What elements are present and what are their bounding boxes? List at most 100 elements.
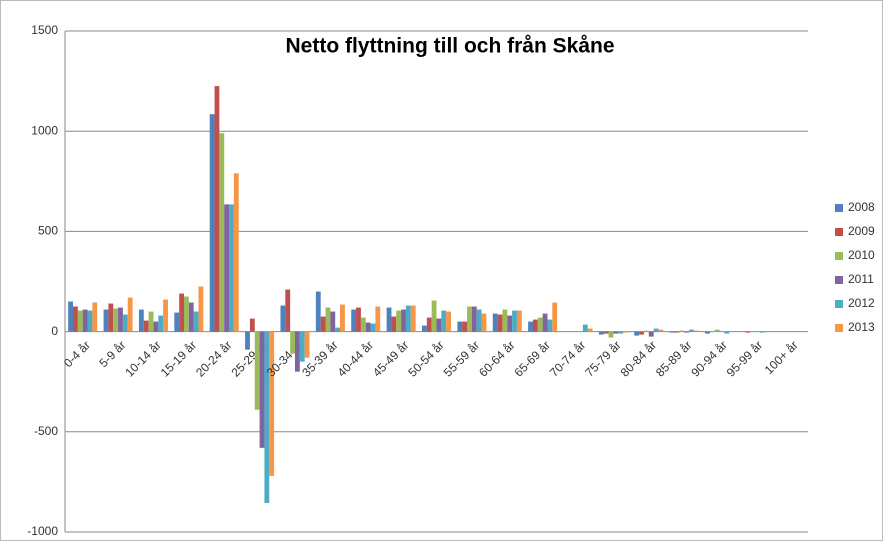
bar bbox=[608, 331, 614, 338]
bar bbox=[426, 317, 432, 332]
bar bbox=[304, 331, 310, 358]
bar bbox=[679, 330, 685, 332]
bar bbox=[269, 331, 275, 476]
bar bbox=[259, 331, 265, 448]
bar bbox=[648, 331, 654, 337]
bar bbox=[471, 306, 477, 332]
bar bbox=[512, 310, 517, 332]
bar bbox=[224, 204, 230, 332]
legend-label: 2011 bbox=[848, 272, 874, 286]
bar bbox=[516, 310, 522, 332]
bar bbox=[118, 307, 123, 332]
y-tick-label: 1500 bbox=[31, 23, 58, 37]
legend-swatch bbox=[835, 252, 843, 260]
bar bbox=[285, 289, 291, 332]
bar bbox=[249, 318, 255, 332]
bar bbox=[714, 329, 720, 332]
bar bbox=[92, 302, 98, 332]
bar bbox=[410, 305, 416, 332]
bar bbox=[693, 330, 699, 332]
bar bbox=[653, 328, 659, 332]
legend-label: 2009 bbox=[848, 224, 875, 238]
bar bbox=[446, 311, 452, 332]
bar bbox=[340, 304, 345, 332]
bar bbox=[587, 328, 593, 332]
bar bbox=[229, 204, 234, 332]
y-tick-label: -1000 bbox=[27, 524, 58, 538]
bar bbox=[528, 321, 533, 332]
bar bbox=[245, 331, 250, 350]
bar bbox=[209, 114, 215, 332]
bar bbox=[219, 133, 225, 332]
bar bbox=[669, 331, 675, 333]
bar bbox=[188, 302, 194, 332]
bar bbox=[431, 300, 437, 332]
bar bbox=[396, 310, 402, 332]
bar bbox=[421, 325, 427, 332]
bar bbox=[335, 327, 341, 332]
bar bbox=[294, 331, 300, 372]
bar bbox=[163, 299, 168, 332]
bar bbox=[233, 173, 239, 332]
bar bbox=[280, 305, 286, 332]
bar bbox=[643, 330, 649, 332]
legend-swatch bbox=[835, 300, 843, 308]
bar bbox=[68, 301, 74, 332]
bar bbox=[325, 307, 331, 332]
bar bbox=[532, 319, 538, 332]
bar bbox=[481, 313, 487, 332]
bar bbox=[401, 309, 406, 332]
bar bbox=[77, 310, 83, 332]
bar bbox=[542, 313, 548, 332]
bar bbox=[82, 309, 88, 332]
bar bbox=[214, 86, 220, 332]
bar bbox=[138, 309, 144, 332]
bar bbox=[623, 331, 628, 333]
legend-label: 2012 bbox=[848, 296, 875, 310]
bar bbox=[634, 331, 640, 336]
bar bbox=[179, 293, 184, 332]
chart-title: Netto flyttning till och från Skåne bbox=[285, 35, 614, 58]
bar bbox=[674, 331, 680, 333]
bar bbox=[462, 321, 468, 332]
bar bbox=[113, 308, 119, 332]
bar bbox=[158, 315, 164, 332]
bar bbox=[143, 320, 149, 332]
bar bbox=[360, 317, 366, 332]
legend-swatch bbox=[835, 228, 843, 236]
bar bbox=[745, 331, 751, 333]
bar bbox=[386, 307, 392, 332]
legend-label: 2013 bbox=[848, 320, 875, 334]
bar bbox=[552, 302, 558, 332]
bar bbox=[405, 305, 411, 332]
legend-label: 2010 bbox=[848, 248, 875, 262]
bar bbox=[476, 309, 482, 332]
bar bbox=[122, 314, 128, 332]
bar bbox=[497, 314, 503, 332]
bar bbox=[436, 318, 442, 332]
y-tick-label: 0 bbox=[51, 324, 58, 338]
bar bbox=[370, 323, 376, 332]
bar bbox=[759, 331, 765, 333]
bar bbox=[391, 316, 397, 332]
bar bbox=[174, 312, 180, 332]
bar bbox=[299, 331, 305, 362]
bar bbox=[73, 306, 78, 332]
bar bbox=[507, 315, 513, 332]
legend-swatch bbox=[835, 324, 843, 332]
y-tick-label: 1000 bbox=[31, 123, 58, 137]
bar bbox=[658, 329, 664, 332]
bar bbox=[153, 321, 159, 332]
bar bbox=[315, 291, 321, 332]
y-tick-label: 500 bbox=[38, 224, 58, 238]
bar bbox=[639, 331, 644, 335]
bar bbox=[618, 331, 624, 334]
bar bbox=[457, 321, 463, 332]
bar bbox=[320, 316, 326, 332]
bar bbox=[689, 329, 694, 332]
y-tick-label: -500 bbox=[34, 424, 58, 438]
bar bbox=[148, 311, 154, 332]
bar bbox=[603, 331, 609, 334]
